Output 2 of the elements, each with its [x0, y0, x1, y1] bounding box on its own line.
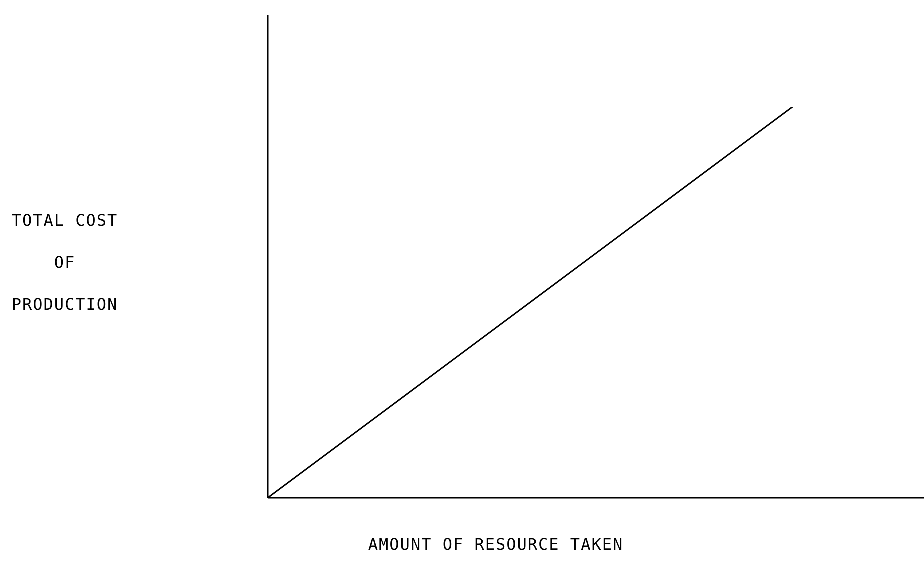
- x-axis-title: AMOUNT OF RESOURCE TAKEN: [367, 535, 625, 554]
- text: TOTAL COST OF PRODUCTION: [12, 211, 118, 314]
